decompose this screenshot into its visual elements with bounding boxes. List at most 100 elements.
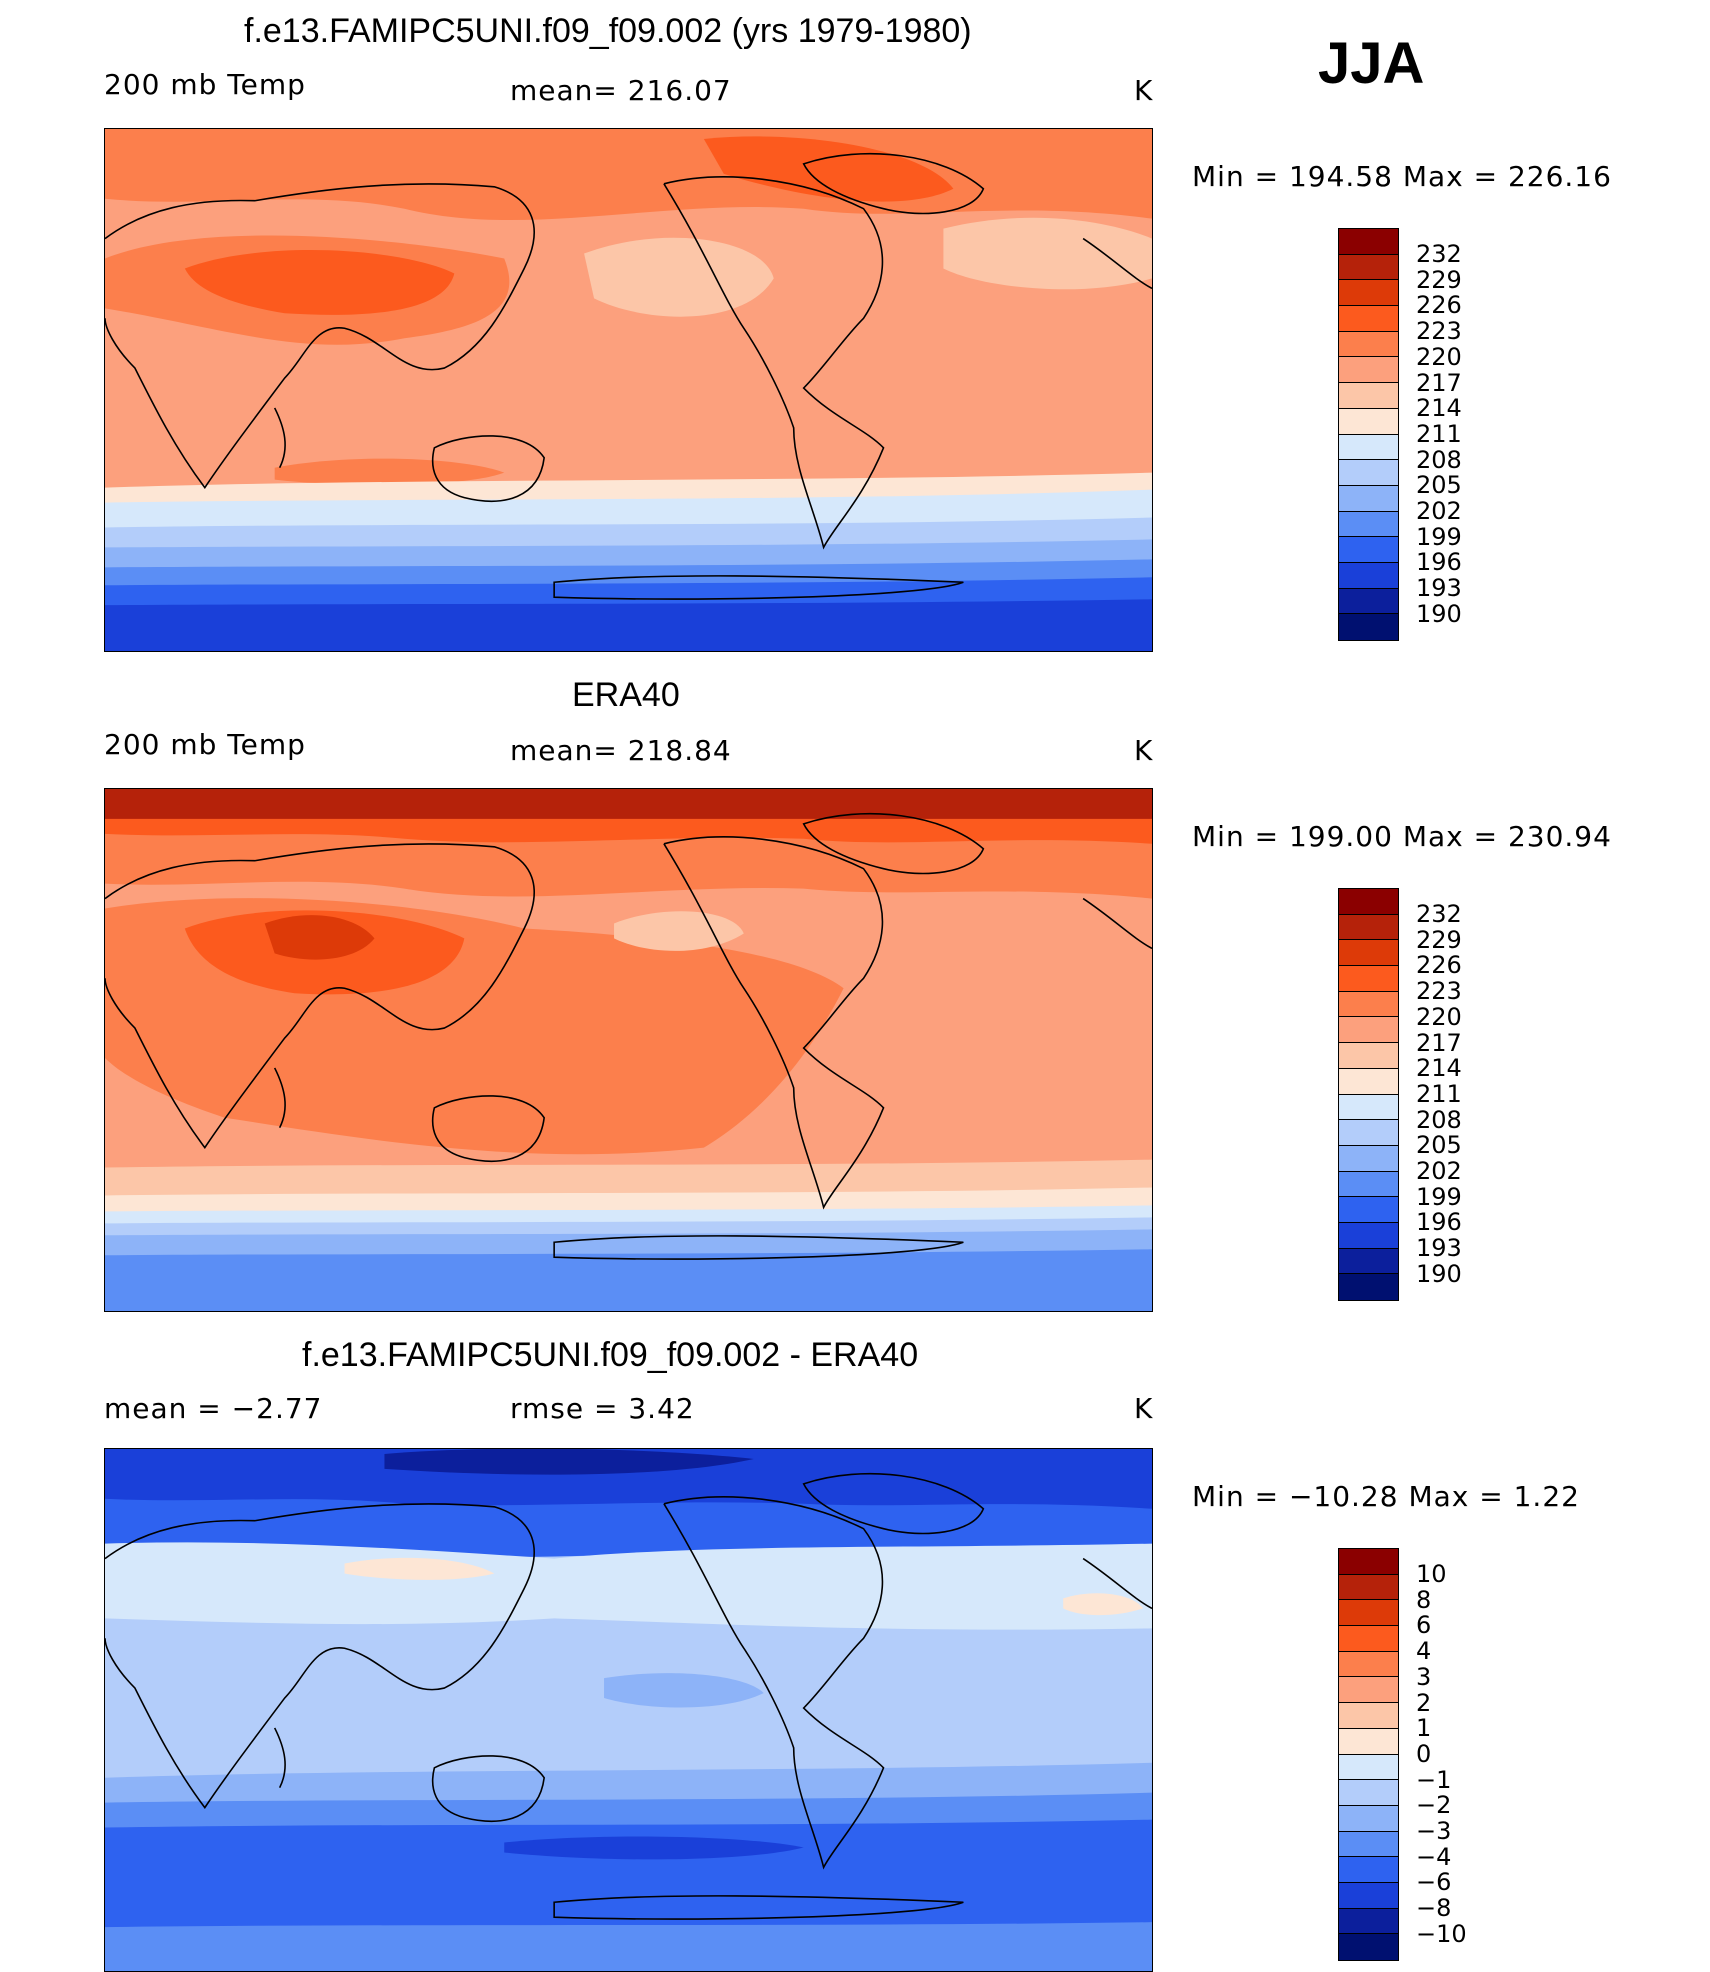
colorbar-tick-label: 232 bbox=[1416, 240, 1462, 268]
colorbar-swatch bbox=[1339, 254, 1398, 281]
colorbar-tick-label: 202 bbox=[1416, 1157, 1462, 1185]
colorbar-tick-label: 214 bbox=[1416, 1054, 1462, 1083]
colorbar-tick-label: 205 bbox=[1416, 471, 1462, 500]
colorbar-tick-label: 193 bbox=[1416, 1234, 1462, 1263]
colorbar-tick-label: 217 bbox=[1416, 1028, 1462, 1057]
panel-diff-minmax: Min = −10.28 Max = 1.22 bbox=[1192, 1480, 1580, 1513]
panel-obs-mean-label: mean= 218.84 bbox=[510, 734, 732, 767]
colorbar-tick-label: 223 bbox=[1416, 317, 1462, 346]
panel-diff-mean-label: mean = −2.77 bbox=[104, 1392, 323, 1425]
colorbar-tick-label: 220 bbox=[1416, 1002, 1462, 1031]
colorbar-swatch bbox=[1339, 1677, 1398, 1704]
colorbar-swatch bbox=[1339, 1728, 1398, 1755]
colorbar-tick-label: 205 bbox=[1416, 1131, 1462, 1160]
season-label: JJA bbox=[1318, 31, 1425, 96]
colorbar-tick-label: 211 bbox=[1416, 1079, 1462, 1108]
panel-diff-title: f.e13.FAMIPC5UNI.f09_f09.002 - ERA40 bbox=[302, 1336, 919, 1374]
colorbar-tick-label: 6 bbox=[1416, 1611, 1432, 1640]
colorbar-swatch bbox=[1339, 1703, 1398, 1729]
colorbar-swatch bbox=[1339, 511, 1398, 538]
panel-model-left-label: 200 mb Temp bbox=[104, 68, 306, 101]
panel-model-minmax: Min = 194.58 Max = 226.16 bbox=[1192, 160, 1612, 193]
colorbar-swatch bbox=[1339, 357, 1398, 384]
colorbar-swatch bbox=[1339, 306, 1398, 332]
panel-obs-units: K bbox=[1134, 734, 1154, 767]
colorbar-tick-label: 8 bbox=[1416, 1585, 1432, 1614]
colorbar-swatch bbox=[1339, 1145, 1398, 1172]
colorbar-swatch bbox=[1339, 1171, 1398, 1198]
colorbar-swatch bbox=[1339, 537, 1398, 563]
colorbar-swatch bbox=[1339, 1626, 1398, 1652]
colorbar-swatch bbox=[1339, 1094, 1398, 1121]
colorbar-tick-label: 190 bbox=[1416, 599, 1462, 628]
colorbar-swatch bbox=[1339, 914, 1398, 941]
colorbar-tick-label: −1 bbox=[1416, 1765, 1452, 1794]
colorbar-swatch bbox=[1339, 1805, 1398, 1832]
colorbar-tick-label: 208 bbox=[1416, 445, 1462, 474]
panel-diff-colorbar bbox=[1338, 1548, 1399, 1961]
panel-obs-map bbox=[104, 788, 1153, 1312]
colorbar-swatch bbox=[1339, 1600, 1398, 1627]
colorbar-swatch bbox=[1339, 966, 1398, 992]
colorbar-swatch bbox=[1339, 940, 1398, 967]
colorbar-tick-label: 199 bbox=[1416, 522, 1462, 551]
colorbar-swatch bbox=[1339, 1651, 1398, 1678]
panel-diff-rmse-label: rmse = 3.42 bbox=[510, 1392, 695, 1425]
colorbar-swatch bbox=[1339, 1754, 1398, 1781]
colorbar-swatch bbox=[1339, 1934, 1398, 1960]
colorbar-tick-label: 223 bbox=[1416, 977, 1462, 1006]
colorbar-swatch bbox=[1339, 588, 1398, 615]
colorbar-swatch bbox=[1339, 614, 1398, 640]
colorbar-tick-label: −3 bbox=[1416, 1817, 1452, 1845]
colorbar-tick-label: −6 bbox=[1416, 1868, 1452, 1897]
colorbar-tick-label: 10 bbox=[1416, 1560, 1447, 1588]
colorbar-swatch bbox=[1339, 1068, 1398, 1095]
colorbar-swatch bbox=[1339, 562, 1398, 589]
colorbar-swatch bbox=[1339, 1017, 1398, 1044]
colorbar-swatch bbox=[1339, 408, 1398, 435]
colorbar-tick-label: 193 bbox=[1416, 574, 1462, 603]
panel-obs-minmax: Min = 199.00 Max = 230.94 bbox=[1192, 820, 1612, 853]
colorbar-tick-label: 232 bbox=[1416, 900, 1462, 928]
colorbar-tick-label: −4 bbox=[1416, 1842, 1452, 1871]
colorbar-swatch bbox=[1339, 1248, 1398, 1275]
colorbar-swatch bbox=[1339, 1549, 1398, 1575]
colorbar-swatch bbox=[1339, 331, 1398, 358]
colorbar-swatch bbox=[1339, 229, 1398, 255]
colorbar-tick-label: 3 bbox=[1416, 1662, 1432, 1691]
colorbar-swatch bbox=[1339, 991, 1398, 1018]
panel-model-title: f.e13.FAMIPC5UNI.f09_f09.002 (yrs 1979-1… bbox=[244, 12, 972, 50]
colorbar-swatch bbox=[1339, 889, 1398, 915]
colorbar-tick-label: 196 bbox=[1416, 548, 1462, 577]
colorbar-swatch bbox=[1339, 1222, 1398, 1249]
colorbar-tick-label: −10 bbox=[1416, 1919, 1467, 1948]
colorbar-tick-label: 208 bbox=[1416, 1105, 1462, 1134]
colorbar-swatch bbox=[1339, 1831, 1398, 1858]
colorbar-tick-label: 0 bbox=[1416, 1739, 1432, 1768]
colorbar-tick-label: 202 bbox=[1416, 497, 1462, 525]
colorbar-tick-label: 4 bbox=[1416, 1637, 1432, 1666]
colorbar-tick-label: 211 bbox=[1416, 419, 1462, 448]
colorbar-tick-label: 199 bbox=[1416, 1182, 1462, 1211]
colorbar-tick-label: 1 bbox=[1416, 1714, 1432, 1743]
panel-model-units: K bbox=[1134, 74, 1154, 107]
panel-model-colorbar bbox=[1338, 228, 1399, 641]
colorbar-tick-label: −2 bbox=[1416, 1791, 1452, 1820]
panel-model-mean-label: mean= 216.07 bbox=[510, 74, 732, 107]
colorbar-swatch bbox=[1339, 1120, 1398, 1146]
panel-obs-title: ERA40 bbox=[572, 676, 680, 714]
panel-diff-units: K bbox=[1134, 1392, 1154, 1425]
colorbar-swatch bbox=[1339, 1857, 1398, 1883]
colorbar-tick-label: 217 bbox=[1416, 368, 1462, 397]
colorbar-tick-label: −8 bbox=[1416, 1894, 1452, 1923]
colorbar-swatch bbox=[1339, 1574, 1398, 1601]
panel-diff-map bbox=[104, 1448, 1153, 1972]
colorbar-swatch bbox=[1339, 383, 1398, 409]
colorbar-swatch bbox=[1339, 485, 1398, 512]
colorbar-tick-label: 229 bbox=[1416, 265, 1462, 294]
colorbar-tick-label: 226 bbox=[1416, 291, 1462, 320]
colorbar-swatch bbox=[1339, 1882, 1398, 1909]
colorbar-tick-label: 196 bbox=[1416, 1208, 1462, 1237]
panel-obs-left-label: 200 mb Temp bbox=[104, 728, 306, 761]
colorbar-tick-label: 220 bbox=[1416, 342, 1462, 371]
